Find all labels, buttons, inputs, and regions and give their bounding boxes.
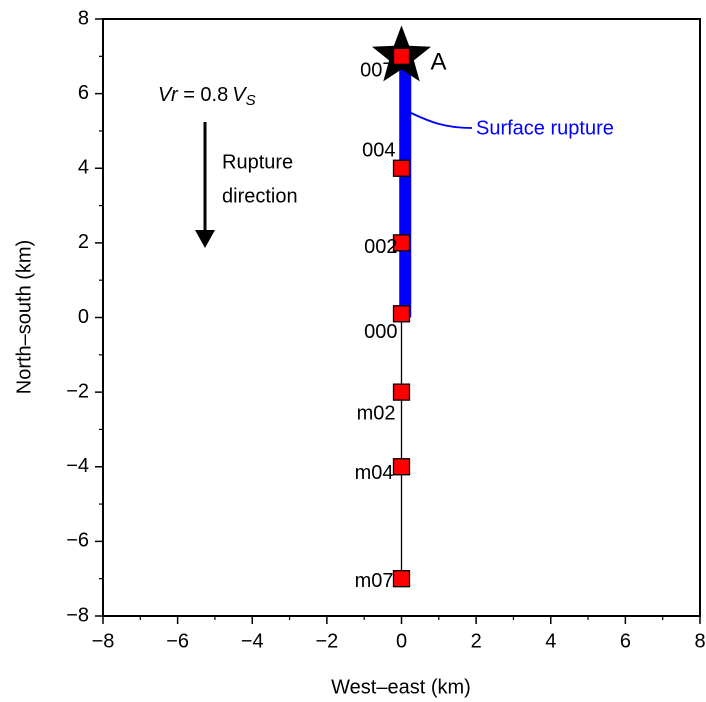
station [392, 383, 411, 401]
hypocenter-label: A [431, 49, 447, 76]
velocity-label: Vr = 0.8 VS [158, 84, 256, 109]
y-axis-label: North–south (km) [13, 240, 35, 395]
x-axis-label: West–east (km) [331, 676, 471, 698]
station [392, 47, 411, 65]
x-tick-label: 6 [620, 630, 631, 652]
x-tick-label: 8 [694, 630, 705, 652]
vr: Vr [158, 84, 179, 106]
vs-sub: S [246, 92, 256, 109]
station [392, 234, 411, 252]
y-tick-label: 4 [78, 157, 89, 179]
x-tick-label: −2 [315, 630, 338, 652]
x-tick-label: −4 [241, 630, 264, 652]
x-tick-label: 4 [545, 630, 556, 652]
station [392, 159, 411, 177]
direction-label: direction [222, 185, 298, 207]
x-tick-label: −6 [166, 630, 189, 652]
y-tick-label: 6 [78, 82, 89, 104]
y-tick-label: 2 [78, 231, 89, 253]
station-label: m04 [355, 462, 394, 484]
station-label: m02 [357, 402, 396, 424]
y-tick-label: −8 [66, 604, 89, 626]
rupture-leader [408, 111, 473, 129]
y-tick-label: 0 [78, 306, 89, 328]
station-label: 007 [360, 60, 393, 82]
x-tick-label: −8 [92, 630, 115, 652]
x-tick-label: 2 [471, 630, 482, 652]
rupture-label: Surface rupture [476, 117, 614, 139]
station [392, 458, 411, 476]
eq: = 0.8 [178, 84, 229, 106]
y-tick-label: −2 [66, 380, 89, 402]
station [392, 305, 411, 323]
station-label: m07 [355, 570, 394, 592]
y-tick-label: 8 [78, 7, 89, 29]
direction-label: Rupture [222, 151, 293, 173]
direction-arrowhead [195, 230, 215, 248]
station-label: 004 [362, 140, 395, 162]
station-label: 002 [364, 236, 397, 258]
station-label: 000 [364, 321, 397, 343]
x-tick-label: 0 [396, 630, 407, 652]
y-tick-label: −6 [66, 530, 89, 552]
vs: V [232, 84, 247, 106]
station [392, 570, 411, 588]
y-tick-label: −4 [66, 455, 89, 477]
